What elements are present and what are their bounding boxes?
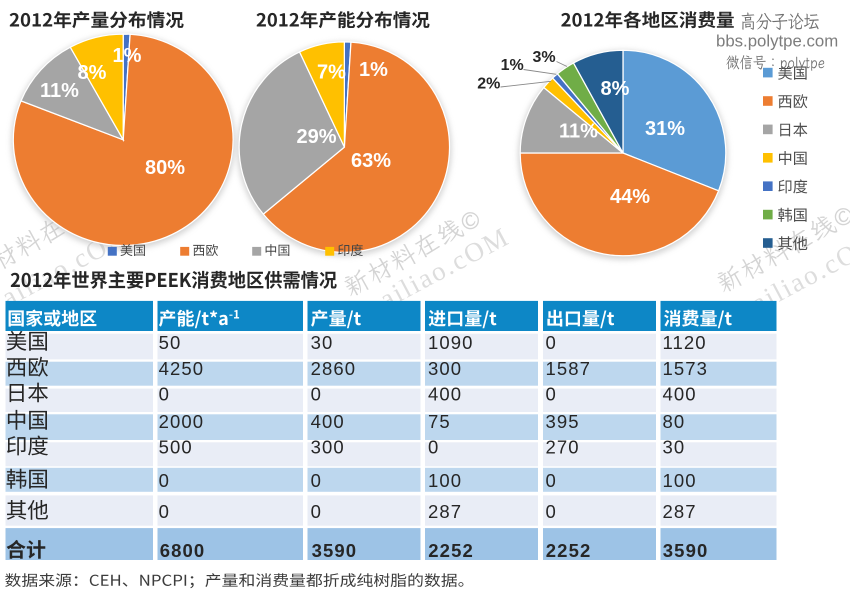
svg-text:0: 0 xyxy=(546,384,557,405)
svg-text:0: 0 xyxy=(159,501,170,522)
svg-text:400: 400 xyxy=(663,384,697,405)
svg-text:0: 0 xyxy=(159,470,170,491)
svg-text:50: 50 xyxy=(159,332,182,353)
svg-text:100: 100 xyxy=(663,470,697,491)
svg-text:3590: 3590 xyxy=(663,540,709,561)
svg-text:1090: 1090 xyxy=(428,332,474,353)
svg-text:2252: 2252 xyxy=(546,540,592,561)
svg-text:80%: 80% xyxy=(145,157,185,179)
svg-text:6800: 6800 xyxy=(160,540,206,561)
svg-text:0: 0 xyxy=(311,384,322,405)
svg-text:63%: 63% xyxy=(351,150,391,172)
svg-text:287: 287 xyxy=(428,501,462,522)
svg-text:4250: 4250 xyxy=(159,358,205,379)
svg-text:300: 300 xyxy=(311,437,345,458)
svg-text:3590: 3590 xyxy=(312,540,358,561)
svg-text:270: 270 xyxy=(546,437,580,458)
svg-text:0: 0 xyxy=(546,332,557,353)
svg-text:31%: 31% xyxy=(645,118,685,140)
svg-text:29%: 29% xyxy=(296,126,336,148)
svg-text:1%: 1% xyxy=(359,59,388,81)
svg-text:44%: 44% xyxy=(610,186,650,208)
svg-text:500: 500 xyxy=(159,437,193,458)
svg-text:0: 0 xyxy=(159,384,170,405)
svg-text:0: 0 xyxy=(311,501,322,522)
svg-text:1%: 1% xyxy=(113,45,142,67)
svg-text:400: 400 xyxy=(311,411,345,432)
svg-text:0: 0 xyxy=(428,437,439,458)
svg-text:1573: 1573 xyxy=(663,358,709,379)
svg-text:2000: 2000 xyxy=(159,411,205,432)
svg-text:300: 300 xyxy=(428,358,462,379)
svg-text:1120: 1120 xyxy=(663,332,707,353)
svg-text:400: 400 xyxy=(428,384,462,405)
svg-text:11%: 11% xyxy=(40,80,79,102)
svg-text:8%: 8% xyxy=(78,62,107,84)
svg-text:80: 80 xyxy=(663,411,686,432)
svg-text:8%: 8% xyxy=(601,78,630,100)
svg-text:11%: 11% xyxy=(559,120,598,142)
svg-text:287: 287 xyxy=(663,501,697,522)
svg-text:2860: 2860 xyxy=(311,358,357,379)
svg-text:395: 395 xyxy=(546,411,580,432)
svg-text:75: 75 xyxy=(428,411,451,432)
svg-text:0: 0 xyxy=(311,470,322,491)
svg-text:2%: 2% xyxy=(477,75,500,92)
svg-text:3%: 3% xyxy=(532,49,555,66)
svg-text:2252: 2252 xyxy=(428,540,474,561)
svg-text:bbs.polytpe.com: bbs.polytpe.com xyxy=(716,32,838,51)
svg-text:0: 0 xyxy=(546,470,557,491)
svg-text:0: 0 xyxy=(546,501,557,522)
svg-text:1%: 1% xyxy=(501,57,524,74)
svg-text:30: 30 xyxy=(311,332,334,353)
svg-text:100: 100 xyxy=(428,470,462,491)
svg-text:30: 30 xyxy=(663,437,686,458)
svg-text:7%: 7% xyxy=(317,61,346,83)
svg-text:1587: 1587 xyxy=(546,358,592,379)
